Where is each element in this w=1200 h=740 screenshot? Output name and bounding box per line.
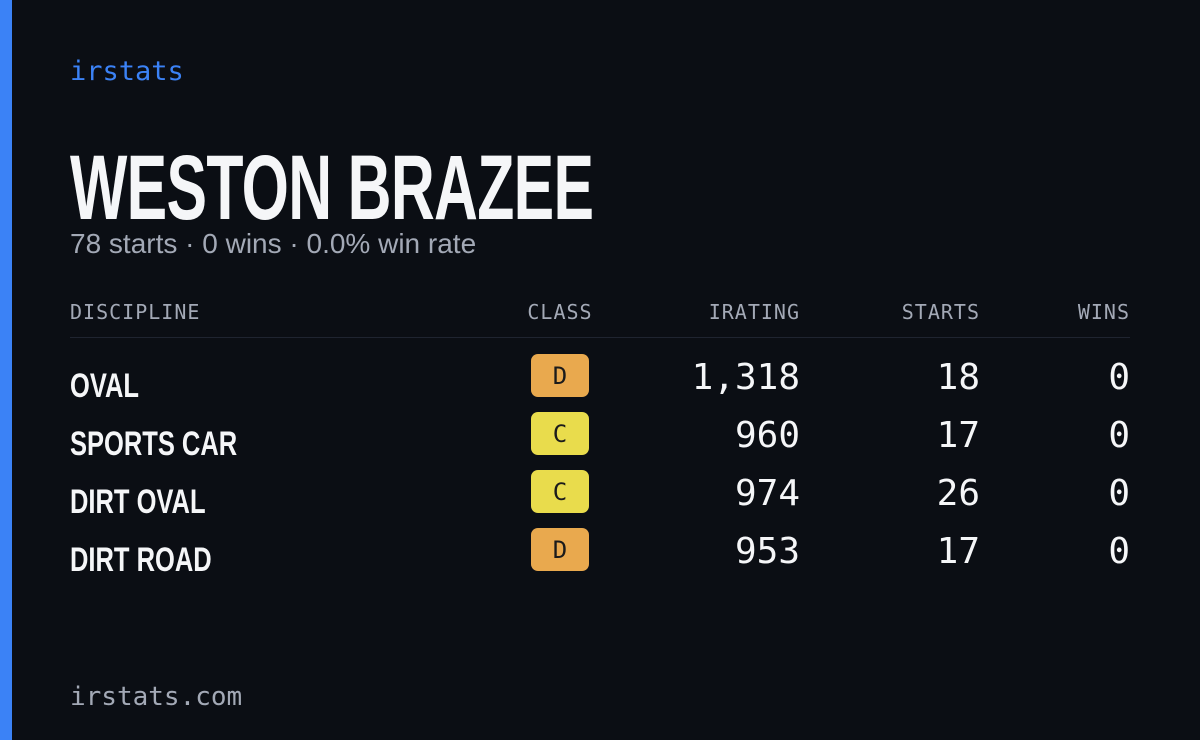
cell-value: 0 xyxy=(1108,531,1130,572)
column-header: DISCIPLINE xyxy=(70,300,201,324)
cell-value: 26 xyxy=(936,473,980,514)
cell-value: 0 xyxy=(1108,473,1130,514)
class-badge: D xyxy=(531,528,589,571)
column-header: STARTS xyxy=(901,300,980,324)
discipline-name: DIRT ROAD xyxy=(70,541,212,579)
accent-bar xyxy=(0,0,12,740)
player-name: WESTON BRAZEE xyxy=(70,137,594,239)
class-badge: C xyxy=(531,470,589,513)
cell-value: 0 xyxy=(1108,415,1130,456)
column-header: WINS xyxy=(1077,300,1130,324)
class-badge: D xyxy=(531,354,589,397)
footer: irstats.com xyxy=(70,682,243,712)
class-badge: C xyxy=(531,412,589,455)
header-rule xyxy=(70,337,1130,338)
discipline-name: DIRT OVAL xyxy=(70,483,206,521)
cell-value: 1,318 xyxy=(691,357,800,398)
cell-value: 17 xyxy=(936,415,980,456)
cell-value: 953 xyxy=(734,531,800,572)
cell-value: 974 xyxy=(734,473,800,514)
discipline-name: SPORTS CAR xyxy=(70,425,238,463)
player-summary: 78 starts · 0 wins · 0.0% win rate xyxy=(70,228,477,259)
cell-value: 0 xyxy=(1108,357,1130,398)
cell-value: 960 xyxy=(734,415,800,456)
cell-value: 18 xyxy=(936,357,980,398)
discipline-name: OVAL xyxy=(70,367,139,405)
cell-value: 17 xyxy=(936,531,980,572)
column-header: CLASS xyxy=(527,300,593,324)
column-header: IRATING xyxy=(708,300,800,324)
brand: irstats xyxy=(70,56,184,87)
